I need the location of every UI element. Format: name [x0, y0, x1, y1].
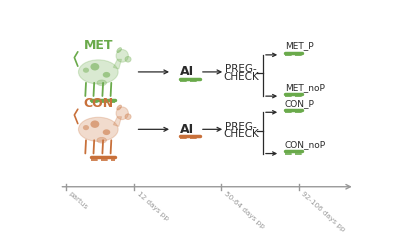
Ellipse shape — [103, 129, 110, 135]
Polygon shape — [113, 59, 122, 69]
Ellipse shape — [79, 60, 118, 84]
Polygon shape — [113, 117, 122, 127]
Text: CON_noP: CON_noP — [285, 140, 326, 149]
Text: partus: partus — [67, 191, 89, 211]
Ellipse shape — [125, 56, 131, 62]
Text: MET_noP: MET_noP — [285, 83, 325, 92]
Text: 50-64 days pp: 50-64 days pp — [223, 191, 265, 230]
Ellipse shape — [83, 68, 89, 73]
Text: MET_P: MET_P — [285, 41, 314, 50]
Ellipse shape — [117, 48, 122, 53]
Ellipse shape — [91, 120, 99, 128]
Text: CHECK: CHECK — [223, 72, 259, 82]
Ellipse shape — [103, 72, 110, 78]
Text: AI: AI — [180, 123, 194, 136]
Ellipse shape — [116, 107, 128, 120]
Ellipse shape — [125, 114, 131, 120]
Ellipse shape — [117, 105, 122, 110]
Ellipse shape — [91, 63, 99, 70]
Text: CHECK: CHECK — [223, 129, 259, 139]
Text: CON: CON — [83, 97, 113, 110]
Text: CON_P: CON_P — [285, 99, 315, 108]
Ellipse shape — [83, 125, 89, 130]
Text: PREG-: PREG- — [225, 122, 257, 132]
Text: 12 days pp: 12 days pp — [136, 191, 169, 222]
Ellipse shape — [79, 117, 118, 141]
Text: AI: AI — [180, 65, 194, 79]
Text: 92-106 days pp: 92-106 days pp — [300, 191, 346, 233]
Ellipse shape — [97, 137, 107, 143]
Ellipse shape — [116, 50, 128, 62]
Text: MET: MET — [83, 39, 113, 52]
Ellipse shape — [97, 80, 107, 86]
Text: PREG-: PREG- — [225, 64, 257, 74]
